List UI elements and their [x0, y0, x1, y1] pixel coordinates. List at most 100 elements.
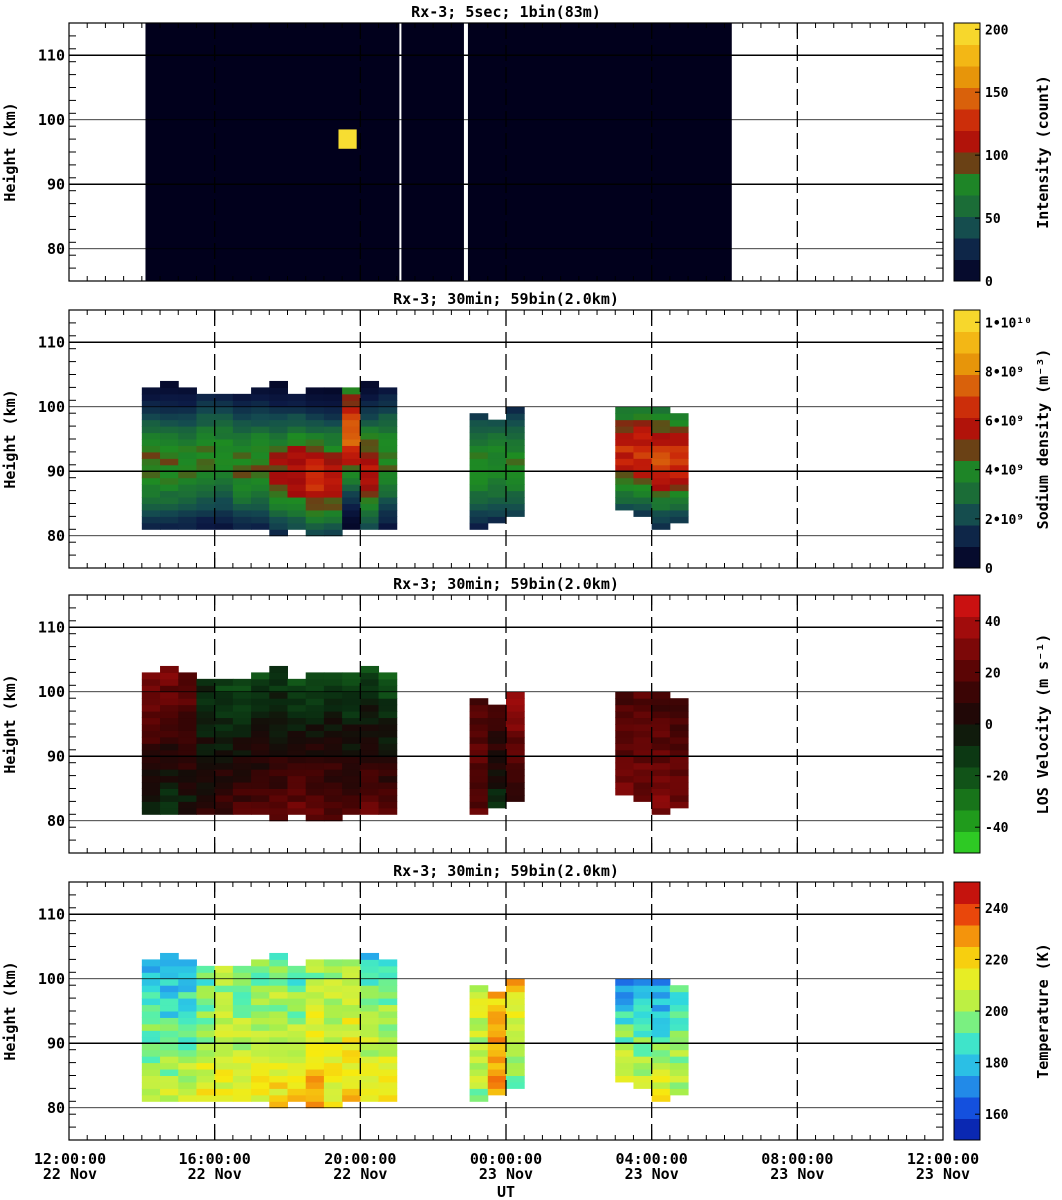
heatmap-cell [342, 516, 361, 524]
heatmap-cell [342, 432, 361, 440]
heatmap-cell [305, 445, 325, 453]
heatmap-cell [342, 477, 361, 485]
heatmap-cell [232, 698, 252, 706]
heatmap-cell [269, 1081, 288, 1089]
heatmap-cell [360, 445, 380, 453]
heatmap-cell [269, 775, 288, 783]
heatmap-cell [323, 387, 343, 395]
heatmap-cell [506, 490, 525, 498]
heatmap-cell [506, 477, 525, 485]
heatmap-cell [141, 1069, 161, 1076]
heatmap-cell [487, 1023, 507, 1031]
heatmap-cell [178, 490, 197, 498]
heatmap-cell [305, 756, 325, 764]
heatmap-cell [342, 426, 361, 434]
heatmap-cell [506, 788, 525, 796]
colorbar-segment [954, 831, 980, 854]
heatmap-cell [378, 1075, 398, 1083]
heatmap-cell [287, 978, 307, 986]
heatmap-cell [669, 775, 689, 783]
heatmap-cell [342, 1004, 361, 1012]
heatmap-cell [287, 1056, 307, 1064]
heatmap-cell [651, 1049, 671, 1057]
heatmap-cell [378, 1011, 398, 1018]
heatmap-cell [506, 406, 525, 414]
heatmap-cell [251, 1088, 270, 1096]
heatmap-cell [214, 978, 234, 986]
heatmap-cell [287, 749, 307, 757]
heatmap-cell [214, 769, 234, 777]
heatmap-cell [141, 1081, 161, 1089]
heatmap-cell [342, 775, 361, 783]
heatmap-cell [160, 965, 179, 973]
heatmap-cell [178, 497, 197, 504]
heatmap-cell [360, 801, 380, 809]
heatmap-cell [287, 1043, 307, 1051]
heatmap-cell [651, 484, 671, 492]
heatmap-cell [669, 490, 689, 498]
heatmap-cell [323, 1056, 343, 1064]
y-tick-label: 80 [47, 240, 65, 258]
heatmap-cell [651, 775, 671, 783]
heatmap-cell [651, 1088, 671, 1096]
heatmap-cell [287, 490, 307, 498]
heatmap-cell [506, 509, 525, 517]
heatmap-cell [232, 991, 252, 999]
heatmap-cell [196, 413, 216, 421]
heatmap-cell [141, 393, 161, 401]
heatmap-cell [196, 509, 216, 517]
heatmap-cell [378, 484, 398, 492]
heatmap-cell [651, 801, 671, 809]
heatmap-cell [232, 1069, 252, 1076]
heatmap-cell [469, 426, 489, 434]
heatmap-cell [651, 724, 671, 731]
heatmap-cell [615, 711, 634, 719]
heatmap-cell [651, 691, 671, 699]
heatmap-cell [469, 1049, 489, 1057]
heatmap-cell [141, 756, 161, 764]
heatmap-cell [669, 451, 689, 459]
heatmap-cell [323, 1036, 343, 1044]
heatmap-cell [360, 711, 380, 719]
colorbar-segment [954, 259, 980, 282]
heatmap-cell [469, 711, 489, 719]
heatmap-cell [305, 1017, 325, 1025]
heatmap-cell [214, 1043, 234, 1051]
heatmap-cell [651, 1004, 671, 1012]
heatmap-cell [251, 1081, 270, 1089]
colorbar-segment [954, 238, 980, 260]
y-axis-label: Height (km) [1, 674, 19, 773]
heatmap-cell [178, 439, 197, 446]
heatmap-cell [160, 717, 179, 725]
y-tick-label: 80 [47, 1099, 65, 1117]
heatmap-cell [196, 1088, 216, 1096]
heatmap-cell [141, 1017, 161, 1025]
heatmap-cell [487, 1030, 507, 1038]
colorbar-segment [954, 353, 980, 375]
heatmap-cell [305, 775, 325, 783]
heatmap-cell [323, 1062, 343, 1070]
heatmap-cell [615, 769, 634, 777]
heatmap-cell [615, 1049, 634, 1057]
heatmap-cell [214, 749, 234, 757]
heatmap-cell [232, 426, 252, 434]
heatmap-cell [651, 464, 671, 472]
heatmap-cell [305, 439, 325, 446]
heatmap-cell [160, 1023, 179, 1031]
heatmap-cell [506, 497, 525, 504]
heatmap-cell [378, 426, 398, 434]
heatmap-cell [287, 1049, 307, 1057]
heatmap-cell [633, 1030, 653, 1038]
heatmap-cell [232, 1023, 252, 1031]
heatmap-cell [378, 1030, 398, 1038]
heatmap-cell [269, 801, 288, 809]
heatmap-cell [633, 724, 653, 731]
heatmap-cell [342, 497, 361, 504]
heatmap-cell [269, 1017, 288, 1025]
heatmap-cell [323, 678, 343, 686]
heatmap-cell [287, 1011, 307, 1018]
heatmap-cell [651, 762, 671, 770]
heatmap-cell [287, 1081, 307, 1089]
heatmap-cell [305, 1056, 325, 1064]
heatmap-cell [160, 762, 179, 770]
